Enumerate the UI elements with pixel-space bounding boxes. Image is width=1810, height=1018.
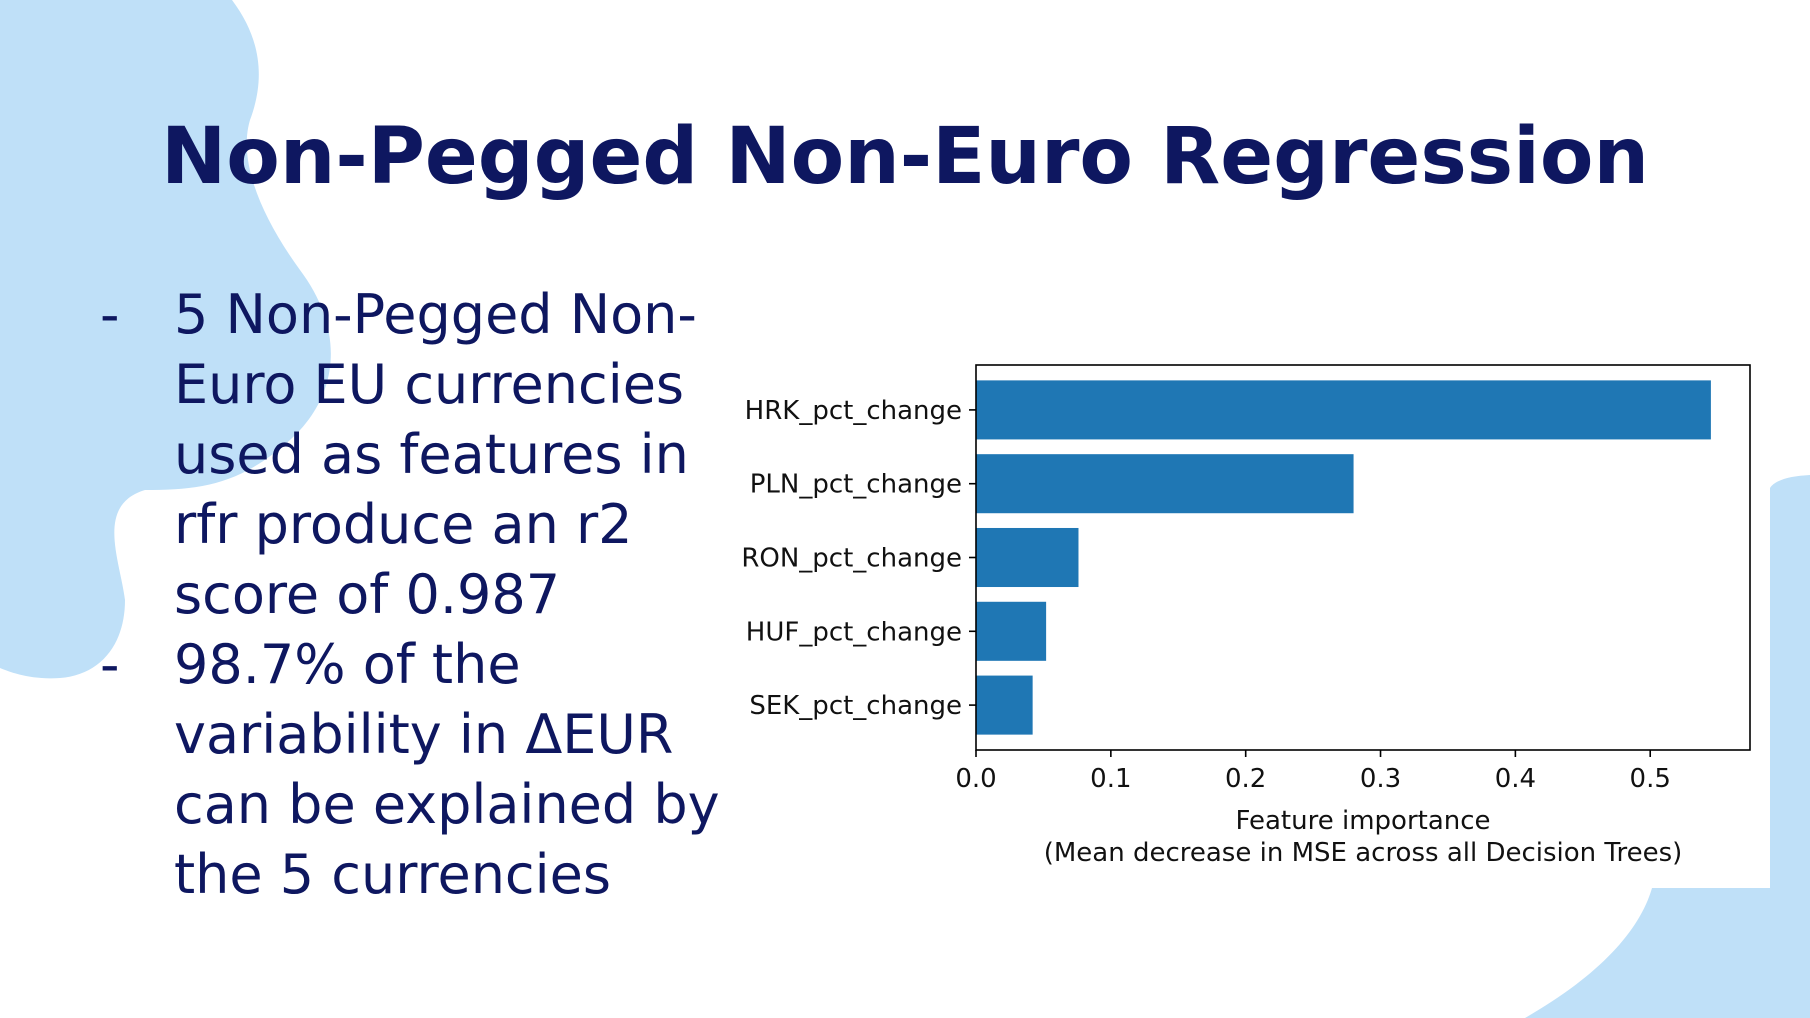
x-tick-label: 0.1 (1090, 764, 1131, 794)
bullet-marker: - (100, 633, 120, 696)
bar-ron-pct-change (976, 527, 1079, 588)
bar-sek-pct-change (976, 675, 1033, 735)
slide-title: Non-Pegged Non-Euro Regression (160, 112, 1650, 202)
y-tick-label: SEK_pct_change (749, 691, 962, 721)
bullet-item: - 5 Non-Pegged Non-Euro EU currencies us… (100, 280, 720, 630)
y-tick-label: HUF_pct_change (746, 617, 962, 647)
y-tick-label: PLN_pct_change (750, 470, 962, 500)
bullet-marker: - (100, 283, 120, 346)
bars-group (976, 380, 1711, 735)
feature-importance-chart: HRK_pct_change PLN_pct_change RON_pct_chan… (700, 350, 1780, 885)
bullet-item: - 98.7% of the variability in ΔEUR can b… (100, 630, 720, 910)
right-blob-shape (1525, 475, 1810, 1018)
x-tick-label: 0.4 (1495, 764, 1536, 794)
x-axis-label: Feature importance (1235, 806, 1490, 836)
x-tick-label: 0.2 (1225, 764, 1266, 794)
y-tick-label: RON_pct_change (741, 544, 962, 574)
x-tick-label: 0.0 (955, 764, 996, 794)
bar-huf-pct-change (976, 601, 1047, 661)
chart-svg: HRK_pct_change PLN_pct_change RON_pct_chan… (741, 364, 1751, 868)
x-axis-label-line2: (Mean decrease in MSE across all Decisio… (1044, 838, 1683, 868)
bullet-list: - 5 Non-Pegged Non-Euro EU currencies us… (100, 280, 720, 910)
y-tick-label: HRK_pct_change (745, 396, 962, 426)
bar-hrk-pct-change (976, 380, 1711, 440)
x-tick-label: 0.3 (1360, 764, 1401, 794)
left-blob-shape (0, 0, 331, 679)
bullet-text: 98.7% of the variability in ΔEUR can be … (174, 633, 720, 906)
bullet-text: 5 Non-Pegged Non-Euro EU currencies used… (174, 283, 697, 626)
bar-pln-pct-change (976, 454, 1354, 514)
y-axis-group: HRK_pct_change PLN_pct_change RON_pct_chan… (741, 396, 976, 721)
plot-frame (975, 364, 1751, 751)
x-tick-label: 0.5 (1630, 764, 1671, 794)
x-axis-group: 0.0 0.1 0.2 0.3 0.4 0.5 (955, 750, 1671, 794)
